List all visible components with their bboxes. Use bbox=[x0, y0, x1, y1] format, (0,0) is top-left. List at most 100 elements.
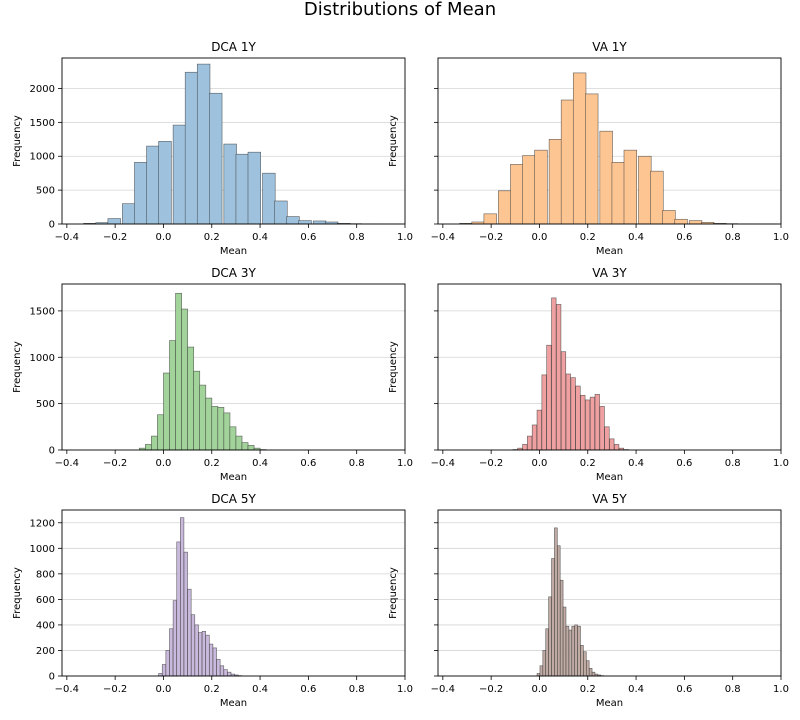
x-tick-label: −0.2 bbox=[479, 458, 503, 469]
histogram-bar bbox=[539, 665, 544, 677]
histogram-bar bbox=[187, 346, 195, 451]
histogram-bar bbox=[674, 218, 688, 225]
x-tick-label: 0.2 bbox=[204, 458, 220, 469]
x-tick-label: 0.4 bbox=[252, 458, 268, 469]
histogram-bar bbox=[483, 213, 497, 225]
histogram-bar bbox=[219, 665, 225, 677]
y-axis-label: Frequency bbox=[388, 115, 399, 167]
histogram-bar bbox=[187, 588, 192, 677]
histogram-bar bbox=[172, 600, 177, 677]
y-tick-label: 1500 bbox=[30, 306, 55, 317]
x-axis-label: Mean bbox=[220, 698, 247, 709]
y-tick-label: 0 bbox=[49, 672, 55, 683]
histogram-bar bbox=[522, 444, 528, 451]
x-tick-label: 0.2 bbox=[580, 232, 596, 243]
histogram-bar bbox=[527, 435, 533, 451]
histogram-bar bbox=[196, 63, 211, 225]
y-tick-label: 1200 bbox=[30, 518, 55, 529]
histogram-bar bbox=[209, 643, 214, 677]
y-tick-label: 400 bbox=[36, 620, 55, 631]
histogram-bar bbox=[586, 660, 590, 677]
histogram-bar bbox=[551, 558, 555, 677]
y-tick-label: 800 bbox=[36, 569, 55, 580]
histogram-bar bbox=[161, 664, 167, 677]
x-axis-label: Mean bbox=[596, 246, 623, 257]
histogram-bar bbox=[542, 650, 546, 677]
histogram-bar bbox=[122, 203, 136, 225]
histogram-bar bbox=[211, 406, 219, 451]
histogram-bar bbox=[199, 384, 207, 451]
x-tick-label: 0.8 bbox=[725, 458, 741, 469]
y-axis-label: Frequency bbox=[12, 341, 23, 393]
histogram-bar bbox=[557, 545, 561, 677]
histogram-bar bbox=[216, 659, 221, 677]
x-tick-label: 0.0 bbox=[531, 684, 547, 695]
y-tick-label: 1500 bbox=[30, 118, 55, 129]
axes-frame bbox=[437, 57, 782, 225]
axes-frame bbox=[437, 283, 782, 451]
x-tick-label: 1.0 bbox=[397, 232, 413, 243]
histogram-bar bbox=[262, 172, 276, 225]
x-tick-label: −0.4 bbox=[431, 232, 455, 243]
x-tick-label: −0.4 bbox=[431, 458, 455, 469]
y-tick-label: 1000 bbox=[30, 544, 55, 555]
histogram-bar bbox=[594, 394, 600, 451]
histogram-bar bbox=[145, 444, 152, 451]
figure-title: Distributions of Mean bbox=[304, 0, 496, 20]
histogram-bar bbox=[181, 308, 188, 451]
histogram-bar bbox=[599, 406, 605, 451]
x-axis-label: Mean bbox=[220, 246, 247, 257]
subplot-title: DCA 1Y bbox=[211, 40, 256, 54]
x-tick-label: 0.4 bbox=[252, 232, 268, 243]
histogram-bar bbox=[183, 551, 188, 677]
x-tick-label: 0.4 bbox=[252, 684, 268, 695]
x-tick-label: 0.8 bbox=[349, 684, 365, 695]
histogram-bar bbox=[205, 634, 210, 677]
histogram-bar bbox=[609, 438, 615, 451]
x-axis-label: Mean bbox=[596, 472, 623, 483]
x-tick-label: 0.8 bbox=[349, 232, 365, 243]
subplot-title: VA 3Y bbox=[592, 266, 627, 280]
histogram-bar bbox=[235, 435, 243, 451]
histogram-bar bbox=[574, 624, 578, 677]
histogram-bar bbox=[522, 155, 536, 225]
x-tick-label: 0.6 bbox=[300, 684, 316, 695]
subplot-4: −0.4 −0.2 0.0 0.2 0.4 0.6 0.8 1.0 0 200 400 600 800 1… bbox=[12, 492, 413, 709]
y-tick-label: 2000 bbox=[30, 84, 55, 95]
histogram-bar bbox=[194, 624, 199, 677]
histogram-bar bbox=[650, 170, 664, 225]
x-tick-label: 1.0 bbox=[773, 458, 789, 469]
subplot-2: −0.4 −0.2 0.0 0.2 0.4 0.6 0.8 1.0 0 500 1000 1500 DC… bbox=[12, 266, 413, 483]
subplot-title: VA 5Y bbox=[592, 492, 627, 506]
x-axis-label: Mean bbox=[220, 472, 247, 483]
histogram-bar bbox=[193, 370, 201, 451]
histogram-bar bbox=[559, 579, 564, 677]
x-tick-label: 0.6 bbox=[300, 232, 316, 243]
subplot-5: −0.4 −0.2 0.0 0.2 0.4 0.6 0.8 1.0 VA 5Y Mean Frequ… bbox=[388, 492, 789, 709]
x-tick-label: 0.0 bbox=[155, 458, 171, 469]
histogram-bar bbox=[580, 645, 584, 677]
histogram-bar bbox=[577, 625, 581, 677]
histogram-bar bbox=[241, 442, 249, 451]
subplot-title: DCA 5Y bbox=[211, 492, 256, 506]
histogram-bar bbox=[580, 394, 586, 451]
subplot-0: −0.4 −0.2 0.0 0.2 0.4 0.6 0.8 1.0 0 500 1000 1500 20… bbox=[12, 40, 413, 257]
histogram-bar bbox=[565, 373, 571, 451]
histogram-bar bbox=[198, 632, 203, 677]
subplot-title: VA 1Y bbox=[592, 40, 627, 54]
histogram-bar bbox=[190, 614, 196, 677]
histogram-bar bbox=[247, 445, 255, 451]
x-tick-label: 1.0 bbox=[397, 458, 413, 469]
histogram-bar bbox=[565, 625, 570, 677]
subplot-title: DCA 3Y bbox=[211, 266, 256, 280]
x-tick-label: −0.2 bbox=[103, 458, 127, 469]
histogram-bar bbox=[157, 414, 164, 451]
histogram-bar bbox=[205, 397, 213, 451]
histogram-bar bbox=[175, 292, 182, 451]
x-tick-label: 0.2 bbox=[580, 458, 596, 469]
histogram-bar bbox=[541, 374, 547, 451]
histogram-bar bbox=[151, 435, 158, 451]
x-tick-label: 0.8 bbox=[349, 458, 365, 469]
y-tick-label: 0 bbox=[49, 446, 55, 457]
